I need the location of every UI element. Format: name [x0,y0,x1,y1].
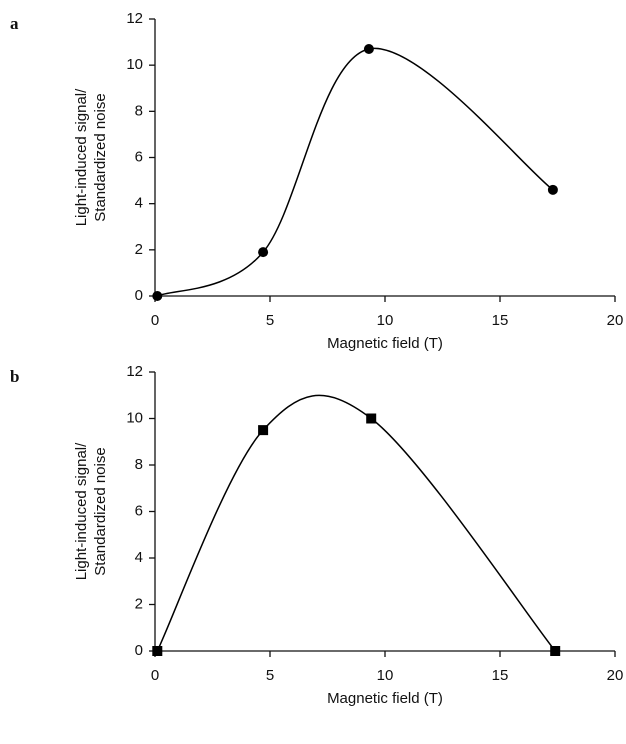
y-tick-label: 8 [135,456,143,473]
x-tick-label: 5 [266,312,274,329]
x-tick-label: 5 [266,667,274,684]
y-tick-label: 4 [135,195,143,212]
marker [258,247,269,258]
y-tick-label: 0 [135,642,143,659]
y-tick-label: 8 [135,102,143,119]
x-axis-title: Magnetic field (T) [327,690,443,707]
curve [157,47,554,297]
y-axis-title: Standardized noise [92,93,109,221]
x-tick-label: 20 [607,667,624,684]
y-axis-title: Light-induced signal/ [73,442,90,580]
y-tick-label: 4 [135,549,143,566]
marker [366,413,377,424]
y-tick-label: 2 [135,595,143,612]
x-tick-label: 15 [492,312,509,329]
marker [152,291,163,301]
marker [547,184,558,195]
curve [156,394,556,652]
x-tick-label: 20 [607,312,624,329]
y-axis-title: Standardized noise [92,447,109,575]
marker [550,646,561,656]
x-tick-label: 10 [377,312,394,329]
y-tick-label: 12 [126,363,143,380]
panel-label: a [10,14,19,33]
y-tick-label: 0 [135,287,143,304]
y-tick-label: 10 [126,409,143,426]
x-axis-title: Magnetic field (T) [327,335,443,352]
x-tick-label: 10 [377,667,394,684]
y-tick-label: 12 [126,10,143,27]
y-tick-label: 6 [135,502,143,519]
x-tick-label: 0 [151,312,159,329]
y-tick-label: 2 [135,241,143,258]
marker [258,425,269,436]
x-tick-label: 15 [492,667,509,684]
y-tick-label: 10 [126,56,143,73]
y-tick-label: 6 [135,148,143,165]
marker [152,646,163,656]
x-tick-label: 0 [151,667,159,684]
marker [363,44,374,55]
y-axis-title: Light-induced signal/ [73,88,90,226]
panel-label: b [10,367,19,386]
